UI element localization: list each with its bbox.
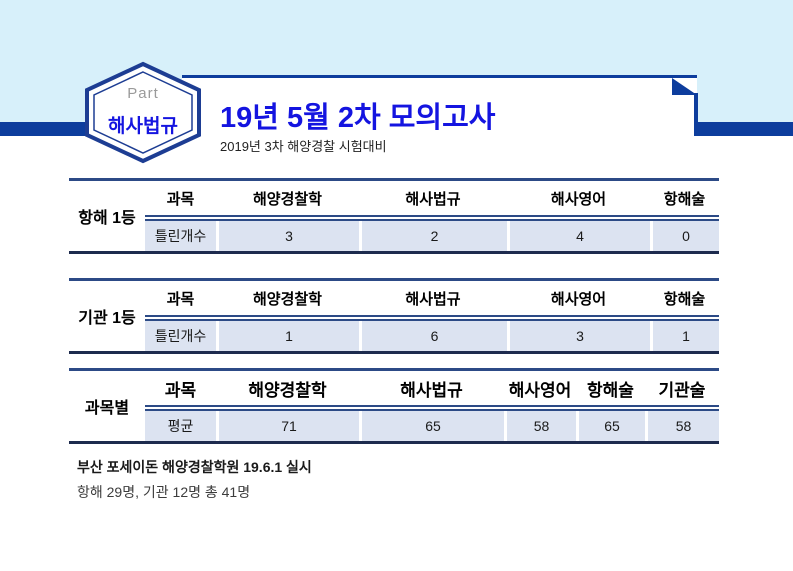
table-group-label: 과목별 (69, 371, 145, 441)
table-cell: 65 (576, 411, 645, 441)
results-table-engine: 기관 1등 과목 해양경찰학 해사법규 해사영어 항해술 틀린개수 1 6 3 … (69, 278, 719, 354)
table-cell: 6 (359, 321, 507, 351)
banner-fold-icon (672, 78, 697, 95)
part-category: 해사법규 (108, 116, 178, 137)
header-divider (145, 405, 719, 411)
page-title: 19년 5월 2차 모의고사 (220, 102, 496, 134)
table-cell: 3 (216, 221, 359, 251)
table-cell: 1 (650, 321, 719, 351)
column-header: 해사법규 (359, 281, 507, 315)
header-divider (145, 315, 719, 321)
hexagon-icon (85, 61, 201, 164)
part-hexagon: Part 해사법규 (84, 61, 202, 164)
column-header: 항해술 (650, 181, 719, 215)
footer-source: 부산 포세이돈 해양경찰학원 19.6.1 실시 (77, 459, 312, 475)
column-header: 해사법규 (359, 371, 504, 405)
header-divider (145, 215, 719, 221)
table-group-label: 항해 1등 (69, 181, 145, 251)
table-cell: 3 (507, 321, 650, 351)
title-banner (182, 75, 697, 133)
column-header: 해양경찰학 (216, 281, 359, 315)
left-accent-bar (0, 122, 90, 136)
table-cell: 1 (216, 321, 359, 351)
column-header: 해양경찰학 (216, 181, 359, 215)
table-cell: 71 (216, 411, 359, 441)
footer-participants: 항해 29명, 기관 12명 총 41명 (77, 484, 251, 500)
banner-right-edge (694, 93, 698, 136)
right-accent-bar (694, 122, 793, 136)
page-subtitle: 2019년 3차 해양경찰 시험대비 (220, 139, 387, 154)
column-header: 항해술 (576, 371, 645, 405)
table-cell: 2 (359, 221, 507, 251)
part-label: Part (127, 85, 159, 102)
column-header: 기관술 (645, 371, 719, 405)
column-header: 해사영어 (504, 371, 576, 405)
table-cell: 0 (650, 221, 719, 251)
row-label: 틀린개수 (145, 321, 216, 351)
table-cell: 58 (645, 411, 719, 441)
column-header: 과목 (145, 371, 216, 405)
row-label: 평균 (145, 411, 216, 441)
column-header: 해사법규 (359, 181, 507, 215)
row-label: 틀린개수 (145, 221, 216, 251)
results-table-navigation: 항해 1등 과목 해양경찰학 해사법규 해사영어 항해술 틀린개수 3 2 4 … (69, 178, 719, 254)
column-header: 항해술 (650, 281, 719, 315)
table-cell: 58 (504, 411, 576, 441)
column-header: 해사영어 (507, 281, 650, 315)
table-group-label: 기관 1등 (69, 281, 145, 351)
table-cell: 65 (359, 411, 504, 441)
column-header: 과목 (145, 181, 216, 215)
column-header: 해사영어 (507, 181, 650, 215)
table-cell: 4 (507, 221, 650, 251)
column-header: 과목 (145, 281, 216, 315)
column-header: 해양경찰학 (216, 371, 359, 405)
results-table-subject-average: 과목별 과목 해양경찰학 해사법규 해사영어 항해술 기관술 평균 71 65 … (69, 368, 719, 444)
